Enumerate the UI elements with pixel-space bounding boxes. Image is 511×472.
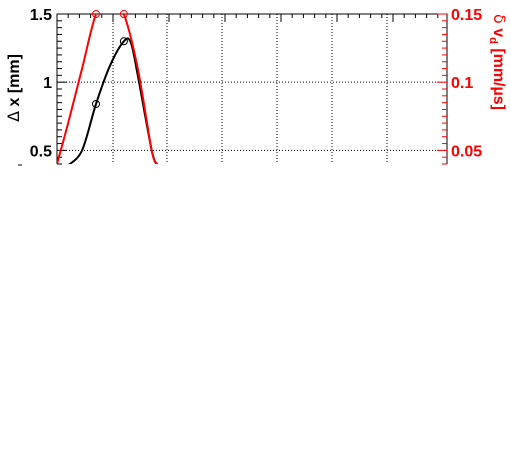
right-axis-title-subscript: d: [487, 37, 499, 44]
left-axis-title-symbol: Δ: [4, 111, 23, 122]
right-tick-label: 0.15: [451, 7, 482, 24]
marker-layer: [92, 10, 128, 108]
left-axis-title: Δ x [mm]: [4, 54, 23, 122]
left-tick-label: 0.5: [30, 143, 52, 160]
right-axis-title: δ vd [mm/µs]: [487, 14, 509, 110]
series-0-marker-0: [92, 100, 100, 108]
left-tick-label: 1: [43, 75, 52, 92]
series-layer: [57, 14, 159, 164]
right-tick-label: 0.05: [451, 143, 482, 160]
series-1-line: [57, 14, 159, 164]
left-tick-label: 1.5: [30, 7, 52, 24]
right-axis-title-v: v: [490, 24, 507, 37]
right-axis-title-symbol: δ: [490, 14, 509, 24]
x-axis-ticks: [56, 14, 439, 22]
series-0-marker-1: [119, 37, 128, 46]
left-y-axis: 0.5 1 1.5: [30, 7, 67, 165]
left-axis-title-text: x [mm]: [6, 54, 23, 111]
series-1-marker-0: [92, 10, 100, 18]
right-y-axis: 0.05 0.1 0.15: [437, 7, 482, 165]
plot-frame: [56, 13, 448, 164]
right-axis-title-unit: [mm/µs]: [490, 44, 507, 110]
right-tick-label: 0.1: [451, 75, 473, 92]
grid: [57, 14, 447, 164]
series-1-marker-1: [119, 10, 128, 18]
